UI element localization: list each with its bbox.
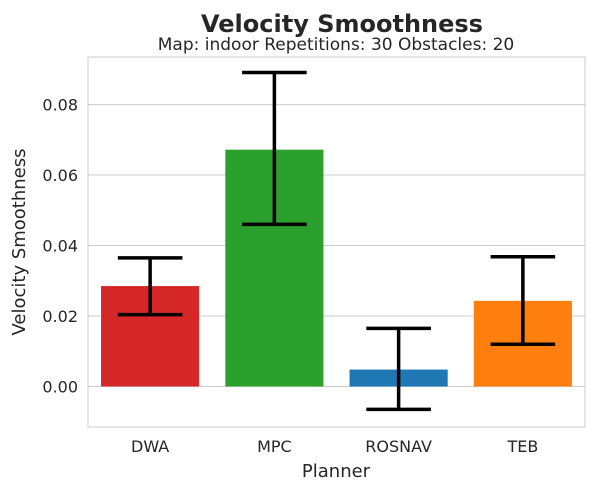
x-tick-label-mpc: MPC bbox=[257, 437, 292, 456]
x-axis-label: Planner bbox=[302, 461, 371, 482]
error-bars bbox=[117, 70, 556, 412]
chart-subtitle: Map: indoor Repetitions: 30 Obstacles: 2… bbox=[158, 35, 515, 55]
x-tick-label-teb: TEB bbox=[506, 437, 538, 456]
plot-frame bbox=[87, 56, 586, 428]
chart-title: Velocity Smoothness bbox=[201, 10, 483, 38]
y-tick-label: 0.04 bbox=[42, 237, 78, 256]
y-tick-label: 0.02 bbox=[42, 307, 78, 326]
x-tick-label-rosnav: ROSNAV bbox=[365, 437, 432, 456]
x-tick-labels: DWA MPC ROSNAV TEB bbox=[131, 437, 538, 456]
y-axis-label: Velocity Smoothness bbox=[9, 148, 30, 335]
y-tick-label: 0.08 bbox=[42, 96, 78, 115]
y-tick-label: 0.00 bbox=[42, 377, 78, 396]
y-tick-label: 0.06 bbox=[42, 166, 78, 185]
y-tick-labels: 0.00 0.02 0.04 0.06 0.08 bbox=[42, 96, 78, 397]
x-tick-label-dwa: DWA bbox=[131, 437, 169, 456]
bars bbox=[101, 149, 572, 387]
